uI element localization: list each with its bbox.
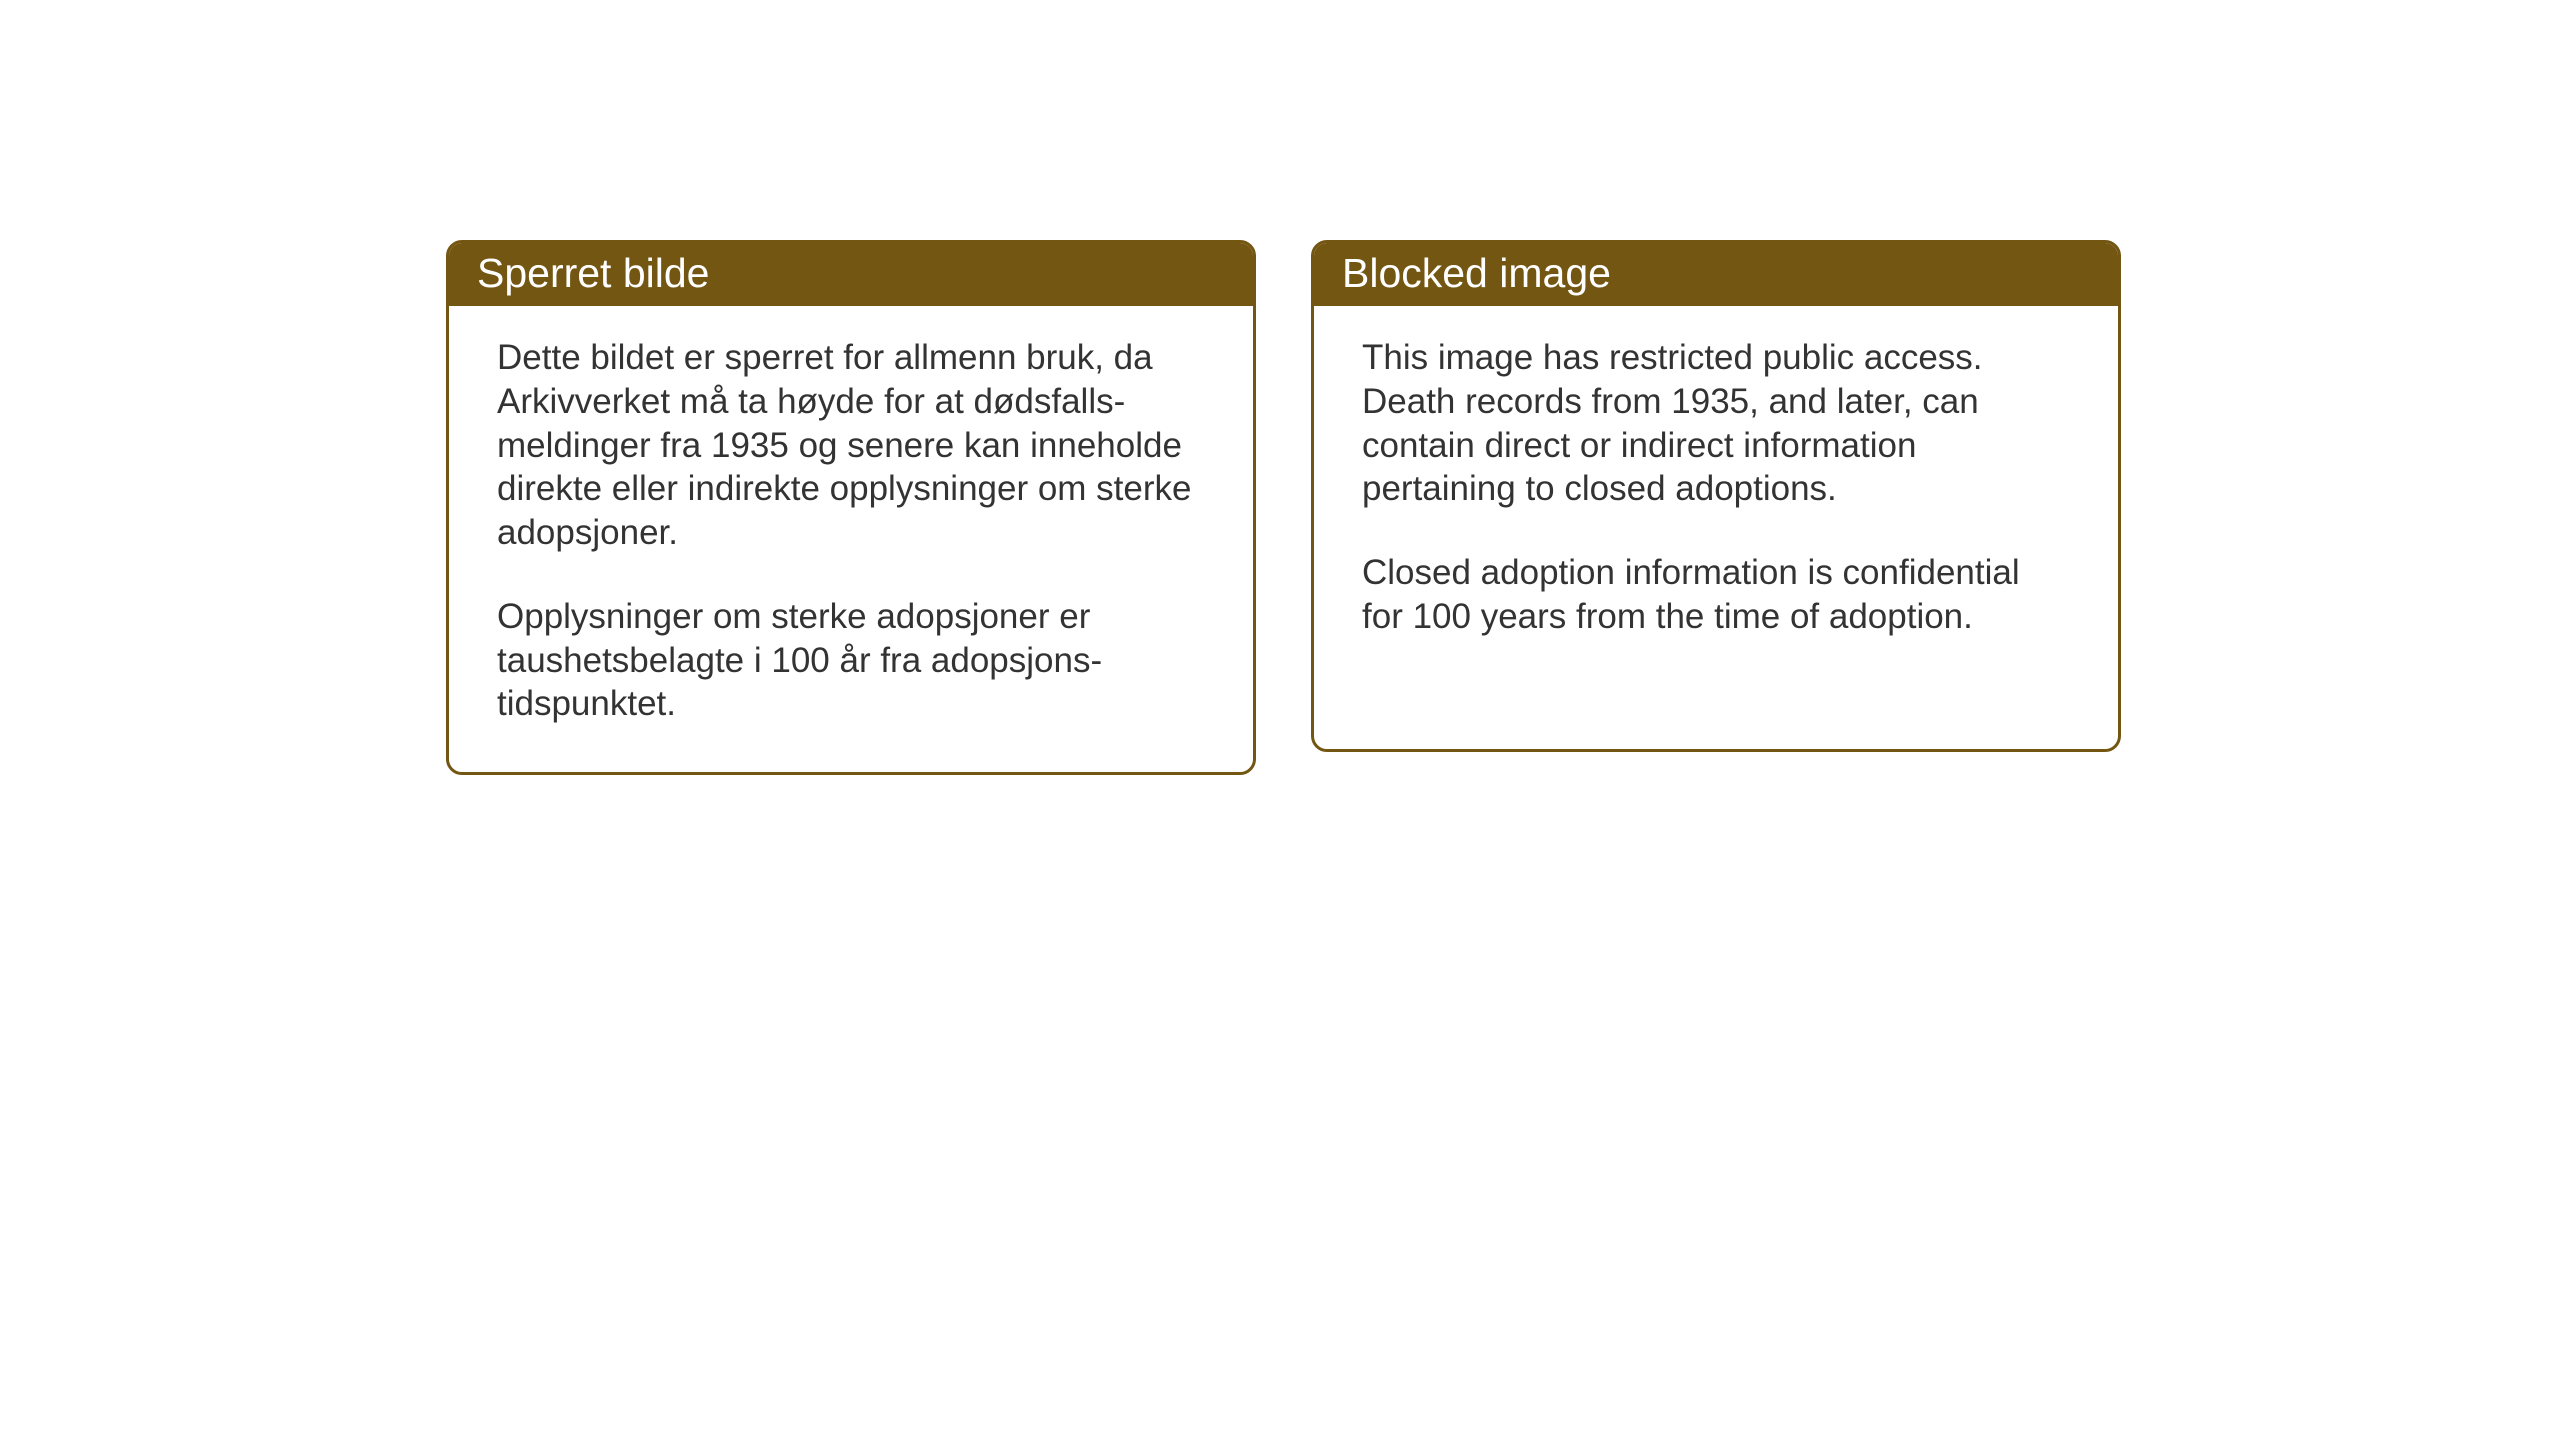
notice-container: Sperret bilde Dette bildet er sperret fo…: [446, 240, 2121, 775]
notice-paragraph-2-norwegian: Opplysninger om sterke adopsjoner er tau…: [497, 595, 1205, 726]
notice-paragraph-1-english: This image has restricted public access.…: [1362, 336, 2070, 511]
notice-header-norwegian: Sperret bilde: [449, 243, 1253, 306]
notice-paragraph-2-english: Closed adoption information is confident…: [1362, 551, 2070, 639]
notice-paragraph-1-norwegian: Dette bildet er sperret for allmenn bruk…: [497, 336, 1205, 555]
notice-card-english: Blocked image This image has restricted …: [1311, 240, 2121, 752]
notice-card-norwegian: Sperret bilde Dette bildet er sperret fo…: [446, 240, 1256, 775]
notice-body-english: This image has restricted public access.…: [1314, 306, 2118, 685]
notice-header-english: Blocked image: [1314, 243, 2118, 306]
notice-title-english: Blocked image: [1342, 250, 1611, 296]
notice-title-norwegian: Sperret bilde: [477, 250, 709, 296]
notice-body-norwegian: Dette bildet er sperret for allmenn bruk…: [449, 306, 1253, 772]
